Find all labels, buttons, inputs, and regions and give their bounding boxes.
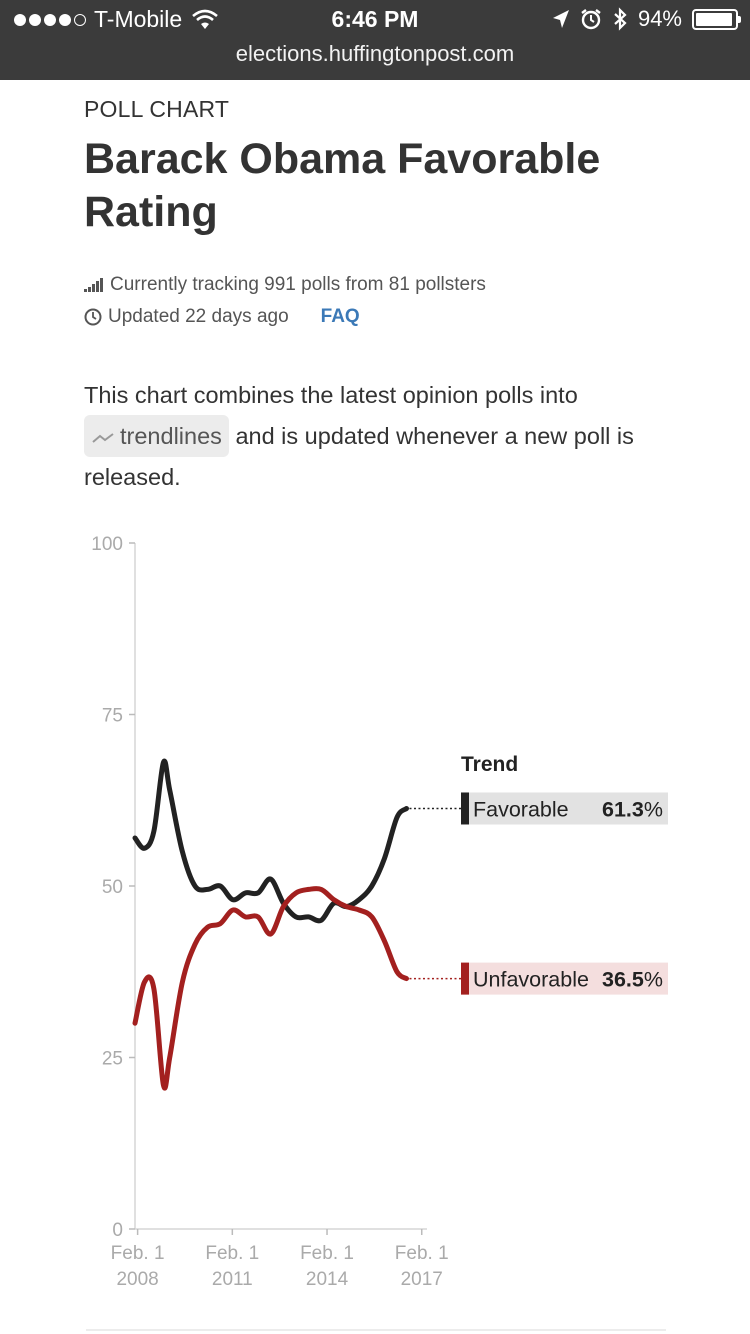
alarm-icon xyxy=(581,9,601,30)
battery-icon xyxy=(692,8,741,30)
tracking-text: Currently tracking 991 polls from 81 pol… xyxy=(110,274,486,295)
legend-label: Favorable xyxy=(473,797,569,821)
series-line-unfavorable xyxy=(132,886,409,1091)
legend-value: 61.3% xyxy=(602,797,663,821)
battery-percent: 94% xyxy=(637,6,682,31)
url-bar[interactable]: elections.huffingtonpost.com xyxy=(235,41,515,66)
y-tick-label: 0 xyxy=(112,1220,123,1241)
status-bar: T-Mobile 6:46 PM 94% elections.huffingto… xyxy=(0,0,750,80)
divider xyxy=(86,1329,666,1331)
carrier-info: T-Mobile xyxy=(14,6,219,33)
legend-value: 36.5% xyxy=(602,968,663,992)
x-tick-label: 2014 xyxy=(306,1269,349,1290)
legend-title: Trend xyxy=(461,753,518,776)
description-end: and is updated whenever a new poll is re… xyxy=(84,423,634,490)
x-tick-label: Feb. 1 xyxy=(300,1243,354,1264)
bluetooth-icon xyxy=(614,7,627,31)
x-tick-label: Feb. 1 xyxy=(205,1243,259,1264)
trendlines-toggle[interactable]: trendlines xyxy=(84,415,229,457)
clock: 6:46 PM xyxy=(331,6,419,32)
wifi-icon xyxy=(192,9,219,29)
x-tick-label: 2008 xyxy=(116,1269,158,1290)
article-header: POLL CHART Barack Obama Favorable Rating… xyxy=(84,96,684,497)
page-title: Barack Obama Favorable Rating xyxy=(84,135,601,236)
x-tick-label: 2017 xyxy=(401,1269,443,1290)
x-tick-label: 2011 xyxy=(212,1269,253,1290)
faq-link[interactable]: FAQ xyxy=(320,306,360,327)
bar-chart-icon xyxy=(84,278,103,292)
legend-label-bg xyxy=(461,962,668,995)
updated-text: Updated 22 days ago xyxy=(108,306,289,327)
status-icons: 94% xyxy=(552,6,741,32)
trendline-icon xyxy=(92,432,114,443)
description-start: This chart combines the latest opinion p… xyxy=(84,382,578,408)
series-line-favorable xyxy=(132,758,409,924)
y-tick-label: 100 xyxy=(91,534,123,555)
y-tick-label: 75 xyxy=(102,706,123,727)
chart-description: This chart combines the latest opinion p… xyxy=(84,375,684,497)
kicker: POLL CHART xyxy=(84,96,230,122)
signal-dots-icon xyxy=(14,13,86,26)
updated-row: Updated 22 days ago FAQ xyxy=(84,301,684,333)
poll-meta: Currently tracking 991 polls from 81 pol… xyxy=(84,269,684,333)
legend-label-bg xyxy=(461,792,668,825)
trendlines-label: trendlines xyxy=(120,423,222,449)
x-tick-label: Feb. 1 xyxy=(395,1243,449,1264)
x-tick-label: Feb. 1 xyxy=(111,1243,165,1264)
legend-swatch xyxy=(461,962,469,995)
legend-swatch xyxy=(461,792,469,825)
clock-icon xyxy=(84,308,102,326)
y-tick-label: 25 xyxy=(102,1049,123,1070)
carrier-name: T-Mobile xyxy=(94,6,183,32)
location-arrow-icon xyxy=(552,10,569,28)
legend-label: Unfavorable xyxy=(473,968,589,992)
y-tick-label: 50 xyxy=(102,877,123,898)
tracking-row: Currently tracking 991 polls from 81 pol… xyxy=(84,269,684,301)
